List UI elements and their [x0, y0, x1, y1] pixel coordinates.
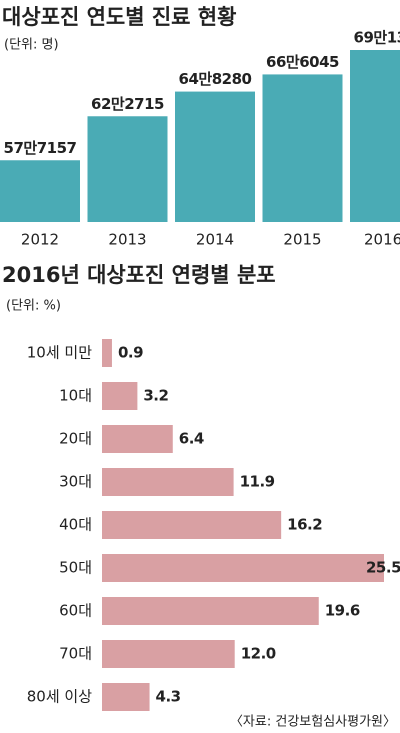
bar — [0, 160, 80, 222]
bar — [102, 425, 173, 453]
value-label: 64만8280 — [179, 70, 252, 88]
value-label: 69만1339 — [354, 29, 400, 47]
y-tick-label: 80세 이상 — [27, 688, 92, 706]
chart-subtitle: (단위: %) — [6, 299, 61, 314]
value-label: 6.4 — [179, 430, 204, 448]
chart-title: 2016년 대상포진 연령별 분포 — [2, 263, 276, 287]
y-tick-label: 10세 미만 — [27, 344, 92, 362]
y-tick-label: 50대 — [59, 559, 92, 577]
bar — [102, 511, 282, 539]
y-tick-label: 10대 — [59, 387, 92, 405]
bar — [262, 74, 343, 222]
y-tick-label: 60대 — [59, 602, 92, 620]
bar — [102, 382, 138, 410]
value-label: 57만7157 — [4, 139, 77, 157]
bar — [102, 339, 112, 367]
value-label: 12.0 — [241, 645, 276, 663]
y-tick-label: 40대 — [59, 516, 92, 534]
x-tick-label: 2016년 — [364, 231, 400, 249]
y-tick-label: 20대 — [59, 430, 92, 448]
x-tick-label: 2015 — [283, 231, 321, 249]
y-tick-label: 70대 — [59, 645, 92, 663]
bar — [102, 640, 235, 668]
value-label: 25.5 — [366, 559, 400, 577]
bar — [175, 91, 255, 222]
bar — [350, 50, 400, 222]
bar — [102, 468, 234, 496]
value-label: 66만6045 — [266, 53, 339, 71]
bar — [87, 116, 168, 222]
bar — [102, 554, 384, 582]
x-tick-label: 2013 — [108, 231, 146, 249]
x-tick-label: 2014 — [196, 231, 234, 249]
value-label: 16.2 — [287, 516, 322, 534]
value-label: 62만2715 — [91, 95, 164, 113]
value-label: 0.9 — [118, 344, 143, 362]
chart-subtitle: (단위: 명) — [4, 38, 59, 53]
y-tick-label: 30대 — [59, 473, 92, 491]
value-label: 19.6 — [325, 602, 360, 620]
x-tick-label: 2012 — [21, 231, 59, 249]
bar — [102, 683, 150, 711]
chart-title: 대상포진 연도별 진료 현황 — [2, 5, 236, 29]
value-label: 4.3 — [156, 688, 181, 706]
value-label: 3.2 — [143, 387, 168, 405]
source-note: 〈자료: 건강보험심사평가원〉 — [230, 715, 396, 730]
value-label: 11.9 — [240, 473, 275, 491]
bar — [102, 597, 319, 625]
